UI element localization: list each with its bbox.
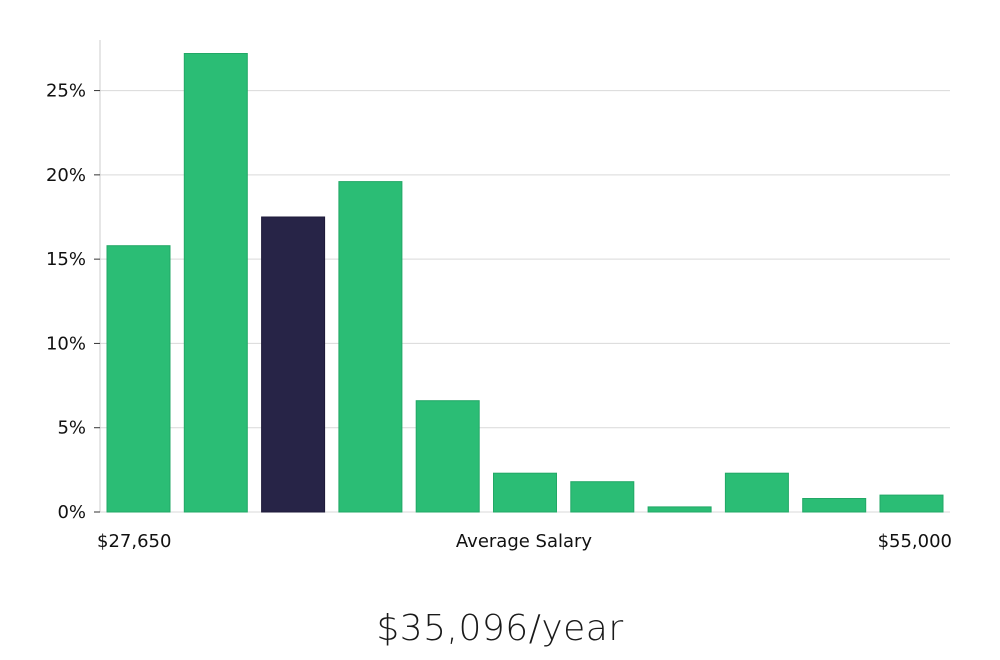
y-tick-label: 10% — [46, 333, 86, 354]
salary-histogram: 0%5%10%15%20%25% $27,650 Average Salary … — [46, 40, 952, 552]
bar — [570, 481, 635, 513]
y-tick-label: 20% — [46, 165, 86, 186]
x-min-label: $27,650 — [97, 531, 171, 552]
bar — [493, 472, 557, 513]
y-tick-label: 25% — [46, 81, 86, 102]
bar — [879, 494, 944, 513]
y-tick-label: 5% — [57, 418, 86, 439]
bar — [183, 53, 248, 513]
bar — [724, 472, 789, 513]
x-max-label: $55,000 — [878, 531, 952, 552]
y-axis: 0% 5% 10% 15% 20% 25% — [46, 40, 101, 523]
bar — [415, 400, 480, 513]
bars — [106, 53, 944, 513]
y-tick-label: 0% — [57, 502, 86, 523]
bar — [338, 181, 403, 513]
bar-highlighted — [261, 216, 326, 513]
bar — [802, 498, 867, 513]
average-salary-summary: $35,096/year — [376, 608, 624, 649]
y-tick-label: 15% — [46, 249, 86, 270]
bar — [106, 245, 171, 513]
bar — [647, 506, 712, 513]
x-axis-title: Average Salary — [456, 531, 593, 552]
